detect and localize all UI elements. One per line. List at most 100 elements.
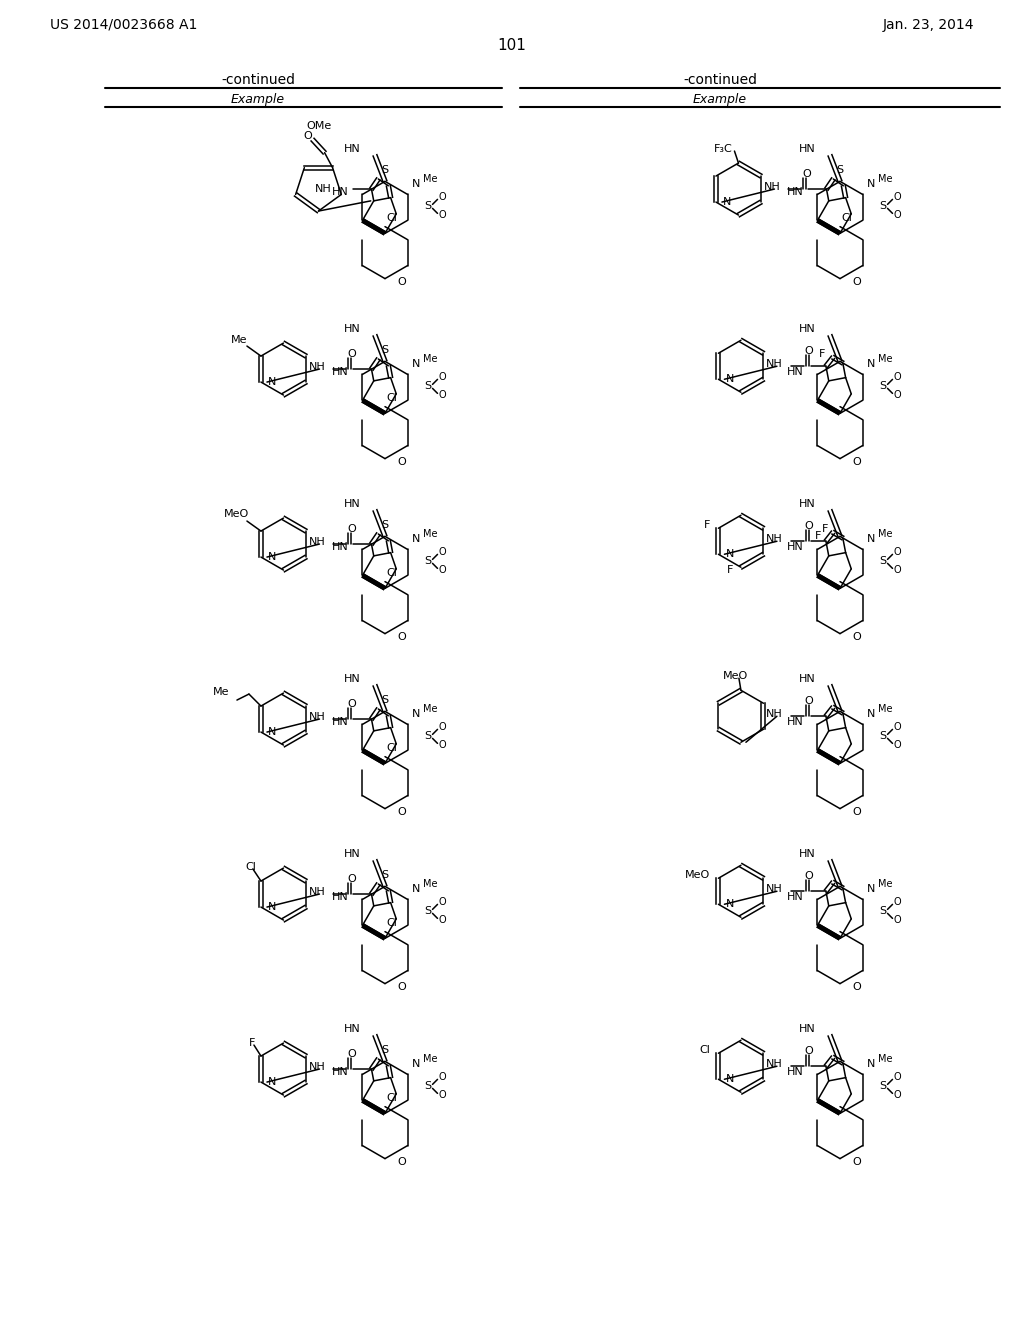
Text: N: N: [866, 884, 874, 895]
Text: O: O: [852, 457, 861, 467]
Text: HN: HN: [344, 1024, 361, 1035]
Text: S: S: [381, 165, 388, 176]
Text: S: S: [879, 1081, 886, 1092]
Text: O: O: [438, 565, 446, 576]
Text: HN: HN: [800, 499, 816, 510]
Text: HN: HN: [786, 543, 804, 552]
Text: Cl: Cl: [386, 917, 397, 928]
Text: O: O: [802, 169, 811, 180]
Text: HN: HN: [344, 325, 361, 334]
Text: N: N: [412, 1060, 420, 1069]
Text: N: N: [412, 884, 420, 895]
Text: S: S: [879, 907, 886, 916]
Text: HN: HN: [786, 187, 804, 198]
Text: O: O: [894, 548, 901, 557]
Text: HN: HN: [786, 892, 804, 903]
Text: Me: Me: [878, 705, 892, 714]
Text: OMe: OMe: [306, 120, 331, 131]
Text: S: S: [879, 731, 886, 742]
Text: N: N: [725, 1074, 734, 1084]
Text: F: F: [814, 531, 821, 541]
Text: HN: HN: [344, 675, 361, 684]
Text: N: N: [866, 535, 874, 544]
Text: O: O: [303, 131, 312, 141]
Text: Cl: Cl: [699, 1045, 711, 1055]
Text: Example: Example: [693, 92, 748, 106]
Text: O: O: [805, 346, 813, 356]
Text: O: O: [397, 457, 406, 467]
Text: O: O: [438, 548, 446, 557]
Text: MeO: MeO: [685, 870, 711, 880]
Text: Me: Me: [878, 1055, 892, 1064]
Text: HN: HN: [332, 892, 348, 903]
Text: HN: HN: [344, 499, 361, 510]
Text: S: S: [381, 345, 388, 355]
Text: O: O: [438, 915, 446, 925]
Text: NH: NH: [308, 362, 326, 372]
Text: HN: HN: [786, 367, 804, 378]
Text: Me: Me: [878, 879, 892, 890]
Text: N: N: [725, 899, 734, 909]
Text: S: S: [424, 731, 431, 742]
Text: -continued: -continued: [221, 73, 295, 87]
Text: N: N: [866, 359, 874, 370]
Text: S: S: [424, 1081, 431, 1092]
Text: O: O: [347, 1049, 356, 1059]
Text: Me: Me: [423, 705, 437, 714]
Text: F: F: [705, 520, 711, 531]
Text: Me: Me: [423, 879, 437, 890]
Text: O: O: [397, 1156, 406, 1167]
Text: O: O: [438, 210, 446, 220]
Text: HN: HN: [786, 717, 804, 727]
Text: HN: HN: [800, 675, 816, 684]
Text: F: F: [821, 524, 828, 535]
Text: F₃C: F₃C: [714, 144, 732, 154]
Text: Cl: Cl: [246, 862, 256, 873]
Text: N: N: [725, 375, 734, 384]
Text: HN: HN: [332, 717, 348, 727]
Text: Example: Example: [231, 92, 285, 106]
Text: O: O: [438, 193, 446, 202]
Text: F: F: [249, 1038, 255, 1048]
Text: O: O: [852, 982, 861, 991]
Text: O: O: [397, 807, 406, 817]
Text: N: N: [866, 709, 874, 719]
Text: O: O: [438, 722, 446, 733]
Text: Me: Me: [423, 354, 437, 364]
Text: US 2014/0023668 A1: US 2014/0023668 A1: [50, 18, 198, 32]
Text: MeO: MeO: [224, 510, 250, 519]
Text: O: O: [397, 277, 406, 286]
Text: HN: HN: [332, 1068, 348, 1077]
Text: O: O: [805, 871, 813, 882]
Text: O: O: [894, 741, 901, 750]
Text: HN: HN: [332, 187, 348, 198]
Text: NH: NH: [314, 185, 332, 194]
Text: F: F: [727, 565, 733, 576]
Text: N: N: [268, 552, 276, 562]
Text: NH: NH: [764, 182, 780, 191]
Text: S: S: [424, 557, 431, 566]
Text: N: N: [412, 709, 420, 719]
Text: Me: Me: [230, 335, 247, 345]
Text: O: O: [852, 1156, 861, 1167]
Text: O: O: [894, 898, 901, 907]
Text: O: O: [438, 372, 446, 383]
Text: N: N: [725, 549, 734, 560]
Text: O: O: [805, 1047, 813, 1056]
Text: N: N: [866, 1060, 874, 1069]
Text: S: S: [424, 381, 431, 391]
Text: NH: NH: [766, 1059, 783, 1069]
Text: Cl: Cl: [386, 1093, 397, 1102]
Text: O: O: [347, 348, 356, 359]
Text: NH: NH: [308, 711, 326, 722]
Text: O: O: [852, 632, 861, 642]
Text: O: O: [397, 982, 406, 991]
Text: Me: Me: [423, 529, 437, 540]
Text: NH: NH: [308, 1063, 326, 1072]
Text: S: S: [879, 202, 886, 211]
Text: O: O: [438, 1072, 446, 1082]
Text: N: N: [412, 359, 420, 370]
Text: S: S: [424, 202, 431, 211]
Text: N: N: [268, 727, 276, 737]
Text: HN: HN: [800, 849, 816, 859]
